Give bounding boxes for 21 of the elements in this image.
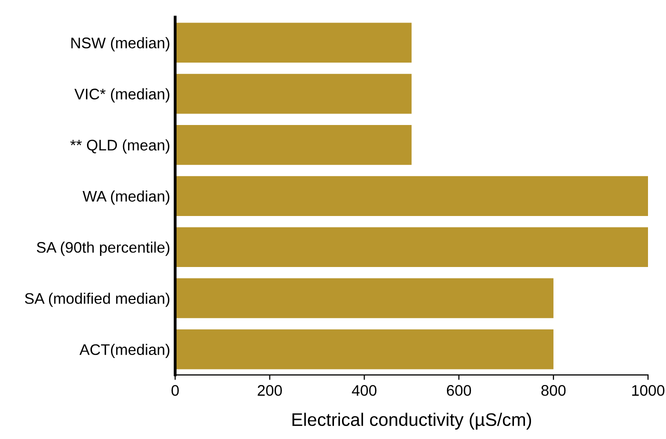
y-tick-label: SA (modified median)	[24, 292, 170, 307]
bar	[175, 227, 648, 268]
x-tick-label: 200	[258, 385, 282, 396]
x-tick-label: 1000	[632, 385, 664, 396]
y-tick-label: NSW (median)	[71, 37, 170, 52]
bar	[175, 74, 412, 114]
y-tick-label: VIC* (median)	[74, 88, 170, 102]
x-axis-title: Electrical conductivity (µS/cm)	[292, 412, 532, 430]
x-tick-label: 0	[172, 385, 179, 396]
y-tick-label: WA (median)	[82, 190, 170, 205]
y-tick-label: ** QLD (mean)	[70, 139, 170, 154]
bar	[175, 124, 412, 165]
y-tick-label: ACT(median)	[79, 344, 170, 358]
bar	[175, 329, 554, 370]
bar	[175, 22, 412, 63]
x-tick-label: 600	[446, 385, 472, 396]
bar	[175, 278, 554, 318]
bar	[175, 176, 648, 216]
y-tick-label: SA (90th percentile)	[36, 242, 170, 256]
x-tick-label: 800	[541, 385, 566, 396]
x-tick-label: 400	[352, 385, 376, 396]
